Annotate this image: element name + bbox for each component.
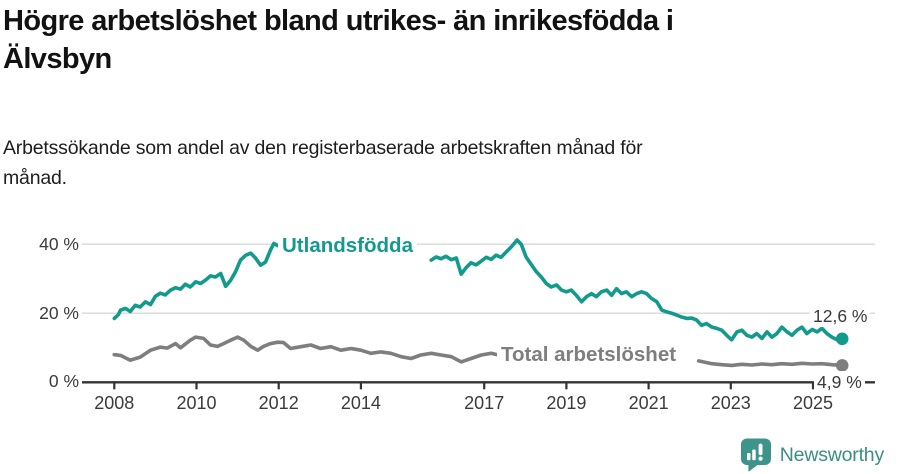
chart-subtitle: Arbetssökande som andel av den registerb… <box>3 134 873 193</box>
chart-subtitle-line1: Arbetssökande som andel av den registerb… <box>3 137 643 159</box>
x-tick-label: 2010 <box>176 393 217 413</box>
page-title-line2: Älvsbyn <box>3 43 112 75</box>
x-tick-label: 2014 <box>340 393 381 413</box>
series-line <box>112 241 280 321</box>
series-end-dot <box>835 359 849 372</box>
x-tick-label: 2012 <box>258 393 299 413</box>
x-tick-label: 2023 <box>710 393 751 413</box>
series-line <box>696 359 845 368</box>
page-title-line1: Högre arbetslöshet bland utrikes- än inr… <box>3 5 674 37</box>
x-tick-label: 2021 <box>628 393 669 413</box>
y-tick-label-40: 40 % <box>39 234 79 254</box>
chart-subtitle-line2: månad. <box>3 166 67 189</box>
newsworthy-logo: Newsworthy <box>740 438 884 472</box>
end-value-label-utlandsfodda: 12,6 % <box>810 305 871 327</box>
series-label-total-arbetsloshet: Total arbetslöshet <box>497 342 681 368</box>
series-end-dot <box>835 332 849 346</box>
x-tick-label: 2008 <box>94 393 135 413</box>
y-tick-label-0: 0 % <box>48 371 79 391</box>
series-label-utlandsfodda: Utlandsfödda <box>278 233 417 259</box>
x-tick-label: 2019 <box>546 393 587 413</box>
newsworthy-icon <box>740 438 771 472</box>
y-tick-label-20: 20 % <box>39 303 79 323</box>
brand-name: Newsworthy <box>779 443 884 466</box>
x-tick-label: 2025 <box>792 393 834 413</box>
series-line <box>112 335 501 364</box>
end-value-label-total: 4,9 % <box>814 371 865 393</box>
series-line <box>429 238 845 342</box>
x-tick-label: 2017 <box>464 393 505 413</box>
page-title: Högre arbetslöshet bland utrikes- än inr… <box>3 2 873 78</box>
